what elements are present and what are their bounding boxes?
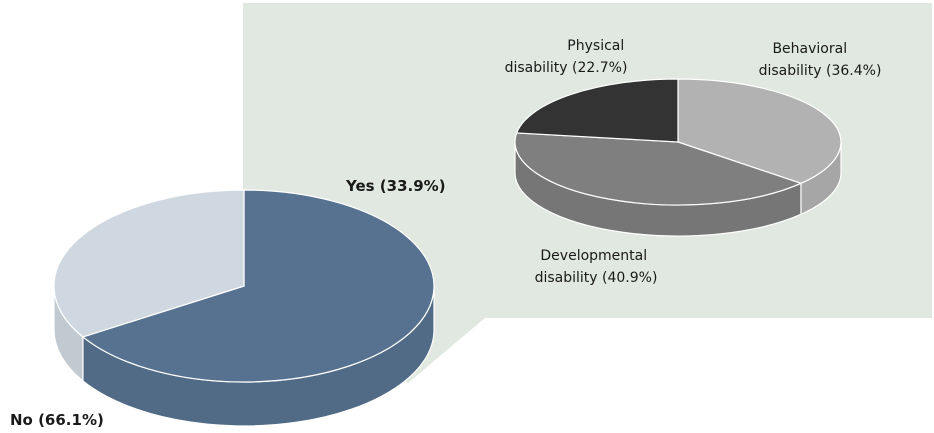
slice-label-yes: Yes (33.9%) [345,177,446,195]
slice-label-no: No (66.1%) [10,411,104,429]
pie-slice-developmental [514,132,803,206]
slice-label-developmental: Developmental disability (40.9%) [535,248,658,286]
slice-label-physical: Physical disability (22.7%) [505,38,629,76]
pie-slice-yes [53,189,245,338]
disability-breakdown-pie [514,78,842,237]
slice-label-behavioral: Behavioral disability (36.4%) [759,41,882,79]
pie-slice-behavioral [677,78,842,185]
main-pie [53,189,435,427]
pie-slice-no [81,189,435,383]
pie-slice-physical [515,78,679,143]
